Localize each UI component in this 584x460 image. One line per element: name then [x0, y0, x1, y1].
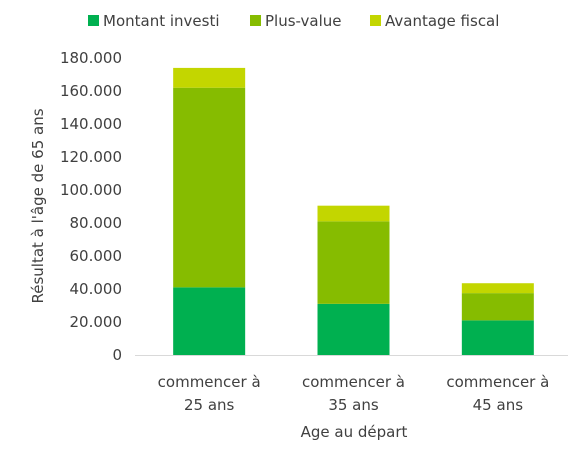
x-category-label: commencer à [446, 373, 549, 391]
y-tick-label: 20.000 [70, 313, 123, 331]
legend-label: Montant investi [103, 12, 220, 30]
y-tick-label: 180.000 [60, 49, 122, 67]
y-tick-label: 80.000 [70, 214, 123, 232]
legend: Montant investi Plus-value Avantage fiscal [88, 12, 499, 30]
y-tick-label: 120.000 [60, 148, 122, 166]
y-axis-title: Résultat à l'âge de 65 ans [29, 108, 47, 303]
y-tick-label: 160.000 [60, 82, 122, 100]
x-category-label: commencer à [158, 373, 261, 391]
bar-segment-montant-investi [317, 303, 390, 355]
bar-segment-plus-value [173, 87, 246, 288]
legend-swatch [88, 15, 99, 26]
x-category-label: 35 ans [328, 396, 379, 414]
x-category-label: 45 ans [473, 396, 524, 414]
bar-segment-montant-investi [173, 287, 246, 355]
legend-swatch [250, 15, 261, 26]
y-tick-label: 40.000 [70, 280, 123, 298]
x-category-label: 25 ans [184, 396, 235, 414]
bar-segment-montant-investi [461, 320, 534, 355]
x-axis-categories: commencer à 25 ans commencer à 35 ans commen… [158, 373, 550, 414]
bar-segment-avantage-fiscal [317, 205, 390, 222]
bar-segment-avantage-fiscal [173, 67, 246, 88]
y-tick-label: 100.000 [60, 181, 122, 199]
legend-swatch [370, 15, 381, 26]
legend-label: Plus-value [265, 12, 342, 30]
x-axis-title: Age au départ [301, 423, 408, 441]
bar-segment-plus-value [317, 221, 390, 304]
y-tick-label: 60.000 [70, 247, 123, 265]
y-tick-label: 0 [112, 346, 122, 364]
bars [173, 67, 534, 355]
legend-label: Avantage fiscal [385, 12, 499, 30]
bar-segment-avantage-fiscal [461, 283, 534, 294]
y-axis-ticks: 0 20.000 40.000 60.000 80.000 100.000 120.000 1… [60, 49, 122, 364]
bar-segment-plus-value [461, 293, 534, 321]
x-category-label: commencer à [302, 373, 405, 391]
y-tick-label: 140.000 [60, 115, 122, 133]
